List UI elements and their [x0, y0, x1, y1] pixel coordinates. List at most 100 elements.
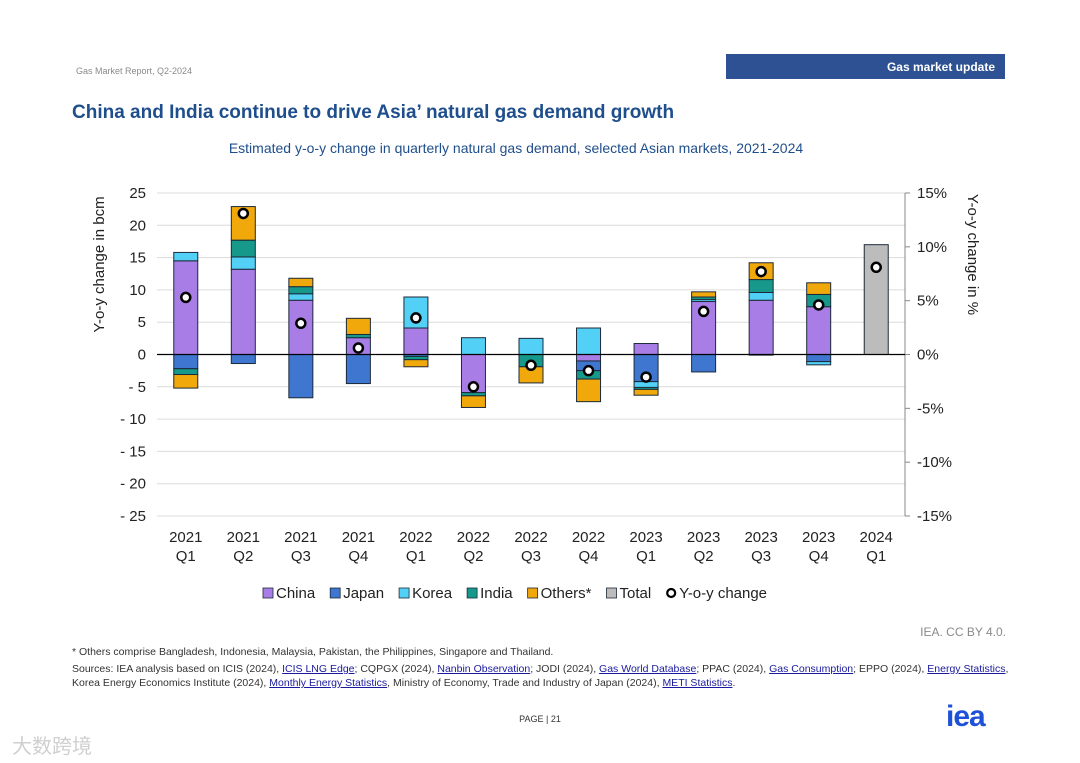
legend-label: Y-o-y change	[679, 585, 767, 602]
legend-label: Korea	[412, 585, 453, 602]
y2-tick-label: 5%	[917, 293, 939, 310]
yoy-marker	[640, 371, 652, 383]
bar-segment-korea	[230, 256, 256, 270]
source-text: , Korea Energy Economics Institute (2024…	[72, 663, 1009, 689]
bar-segment-others	[345, 317, 371, 335]
legend-label: Others*	[541, 585, 592, 602]
legend-swatch-china	[262, 587, 274, 599]
bar-segment-china	[806, 306, 832, 356]
bar-segment-total	[863, 244, 889, 355]
source-text: ; PPAC (2024),	[696, 663, 770, 675]
y2-tick-label: -10%	[917, 454, 952, 471]
x-tick-label-quarter: Q1	[176, 548, 196, 565]
bar-segment-japan	[173, 354, 199, 370]
legend-swatch-india	[466, 587, 478, 599]
bar-segment-india	[230, 239, 256, 258]
source-link[interactable]: Gas World Database	[599, 663, 697, 675]
yoy-marker	[870, 261, 882, 274]
source-text: ; JODI (2024),	[530, 663, 600, 675]
y2-tick-label: -15%	[917, 508, 952, 525]
section-banner: Gas market update	[726, 54, 1005, 79]
x-tick-label-quarter: Q1	[636, 548, 656, 565]
section-banner-label: Gas market update	[886, 59, 995, 74]
source-link[interactable]: Gas Consumption	[769, 663, 854, 675]
bar-segment-others	[576, 378, 602, 403]
y-tick-label: 0	[138, 347, 146, 364]
legend-swatch-japan	[329, 587, 341, 599]
yoy-marker	[295, 317, 307, 330]
y-tick-label: 20	[129, 217, 146, 234]
bar-segment-korea	[748, 291, 774, 301]
bar-segment-korea	[518, 337, 544, 356]
x-tick-label-year: 2021	[342, 529, 375, 546]
x-tick-label-year: 2021	[284, 529, 317, 546]
y2-tick-label: 0%	[917, 347, 939, 364]
x-tick-label-quarter: Q2	[694, 548, 714, 565]
source-link[interactable]: METI Statistics	[662, 677, 733, 689]
y-tick-label: - 15	[120, 443, 146, 460]
y-tick-label: 5	[138, 314, 146, 331]
bar-segment-korea	[460, 337, 486, 356]
legend-swatch-total	[606, 587, 617, 599]
sources: Sources: IEA analysis based on ICIS (202…	[72, 662, 1012, 690]
source-link[interactable]: ICIS LNG Edge	[282, 663, 355, 675]
license-credit: IEA. CC BY 4.0.	[920, 625, 1006, 639]
yoy-marker	[410, 312, 422, 324]
bar-segment-others	[460, 395, 486, 408]
y-tick-label: 15	[129, 250, 146, 267]
yoy-marker	[582, 364, 595, 377]
x-tick-label-quarter: Q1	[406, 548, 426, 565]
report-name: Gas Market Report, Q2-2024	[76, 66, 193, 76]
legend-label: Total	[620, 585, 652, 602]
bar-segment-others	[403, 359, 429, 368]
iea-logo: iea	[946, 700, 986, 733]
y-tick-label: 10	[129, 282, 146, 299]
source-text: .	[732, 677, 736, 689]
y-tick-label: - 10	[120, 411, 146, 428]
x-tick-label-year: 2022	[514, 529, 547, 546]
watermark: 大数跨境	[12, 736, 92, 758]
bar-segment-japan	[230, 354, 256, 365]
y-tick-label: - 25	[120, 508, 146, 525]
y2-tick-label: 10%	[917, 239, 947, 256]
bar-segment-india	[173, 368, 199, 376]
bar-segment-china	[230, 268, 256, 355]
yoy-marker	[755, 265, 767, 278]
x-tick-label-quarter: Q4	[348, 548, 368, 565]
x-tick-label-year: 2024	[860, 529, 893, 546]
bar-segment-japan	[345, 354, 371, 385]
source-link[interactable]: Nanbin Observation	[437, 663, 531, 675]
yoy-marker	[352, 342, 365, 354]
bar-segment-korea	[288, 293, 314, 301]
bar-segment-china	[748, 299, 774, 355]
legend-swatch-korea	[398, 587, 410, 599]
x-tick-label-year: 2023	[802, 529, 835, 546]
bar-segment-india	[288, 286, 314, 295]
bar-segment-others	[806, 282, 832, 295]
source-text: ; CQPGX (2024),	[354, 663, 438, 675]
x-tick-label-quarter: Q2	[233, 548, 253, 565]
source-link[interactable]: Monthly Energy Statistics	[269, 677, 388, 689]
y2-axis-title: Y-o-y change in %	[964, 194, 981, 315]
x-tick-label-quarter: Q4	[809, 548, 829, 565]
legend-label: Japan	[343, 585, 384, 602]
source-link[interactable]: Energy Statistics	[927, 663, 1006, 675]
x-tick-label-quarter: Q3	[751, 548, 771, 565]
stacked-bar-chart: 25 20 15 10 5 0 - 5 - 10 - 15 - 20 - 25 15% 10% 5% 0% -…	[91, 185, 981, 602]
bar-segment-india	[748, 279, 774, 293]
bar-segment-china	[173, 260, 199, 355]
bar-segment-others	[288, 277, 314, 288]
bar-segment-others	[173, 374, 199, 389]
bar-segment-korea	[173, 251, 199, 262]
legend-swatch-others	[527, 587, 539, 599]
x-tick-label-quarter: Q4	[579, 548, 599, 565]
y-tick-label: - 5	[128, 379, 146, 396]
x-tick-label-quarter: Q2	[463, 548, 483, 565]
bar-segment-china	[576, 354, 602, 362]
x-tick-label-year: 2022	[572, 529, 605, 546]
source-text: ; EPPO (2024),	[853, 663, 928, 675]
yoy-marker	[467, 381, 480, 393]
y2-tick-label: 15%	[917, 185, 947, 202]
bar-segment-japan	[806, 354, 832, 363]
